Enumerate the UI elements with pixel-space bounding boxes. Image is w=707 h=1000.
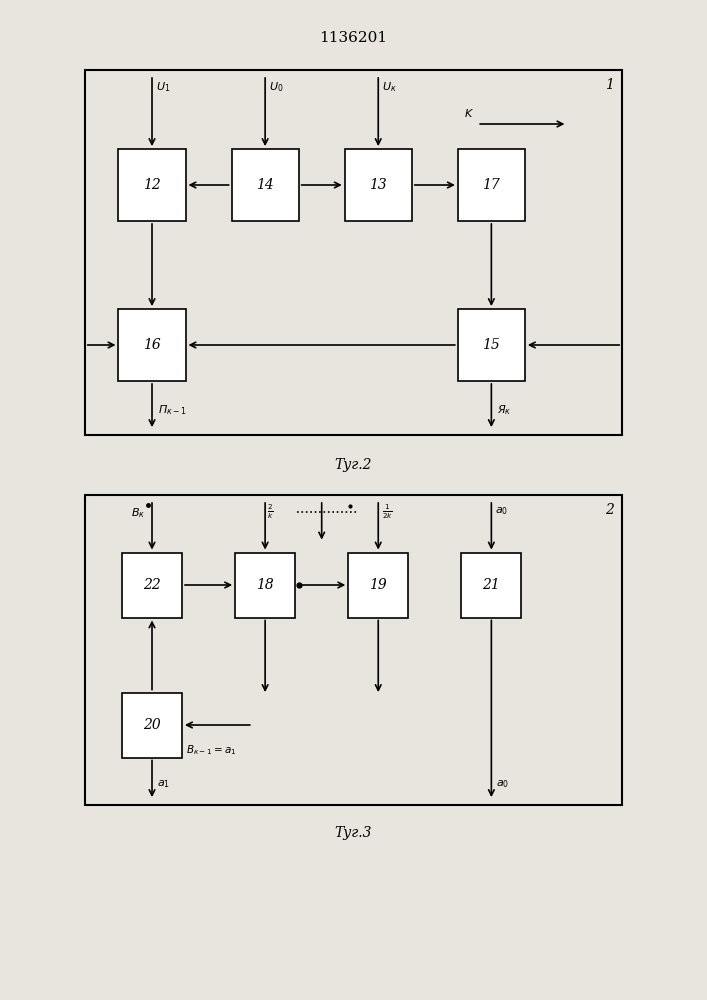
Text: Τуг.2: Τуг.2 [334,458,373,472]
Bar [461,552,522,618]
Text: $B_к$: $B_к$ [131,506,145,520]
Text: 17: 17 [482,178,501,192]
Text: $a_0$: $a_0$ [495,505,508,517]
Text: $U_1$: $U_1$ [156,80,170,94]
Text: $B_{к-1}=a_1$: $B_{к-1}=a_1$ [185,743,236,757]
Bar [118,309,185,381]
Bar [349,552,409,618]
Bar [235,552,296,618]
Text: $Я_к$: $Я_к$ [497,403,511,417]
Bar [458,309,525,381]
Text: $\frac{2}{k}$: $\frac{2}{k}$ [267,503,274,521]
Text: $K$: $K$ [464,107,474,119]
Text: 13: 13 [369,178,387,192]
Text: $\frac{1}{2k}$: $\frac{1}{2k}$ [382,503,393,521]
Bar [85,70,622,435]
Bar [345,149,411,221]
Text: $a_0$: $a_0$ [496,778,510,790]
Text: 18: 18 [256,578,274,592]
Text: $a_1$: $a_1$ [157,778,170,790]
Text: 1136201: 1136201 [320,31,387,45]
Text: 21: 21 [482,578,501,592]
Bar [85,495,622,805]
Text: $П_{к-1}$: $П_{к-1}$ [158,403,187,417]
Bar [232,149,298,221]
Text: 1: 1 [604,78,614,92]
Text: $U_к$: $U_к$ [382,80,397,94]
Text: 12: 12 [143,178,161,192]
Text: $U_0$: $U_0$ [269,80,284,94]
Text: 22: 22 [143,578,161,592]
Text: 20: 20 [143,718,161,732]
Text: 2: 2 [604,503,614,517]
Bar [458,149,525,221]
Text: Τуг.3: Τуг.3 [334,826,373,840]
Text: 15: 15 [482,338,501,352]
Text: 14: 14 [256,178,274,192]
Bar [122,692,182,758]
Text: 16: 16 [143,338,161,352]
Bar [118,149,185,221]
Bar [122,552,182,618]
Text: 19: 19 [369,578,387,592]
